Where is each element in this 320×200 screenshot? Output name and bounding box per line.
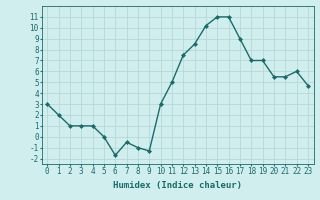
X-axis label: Humidex (Indice chaleur): Humidex (Indice chaleur) [113, 181, 242, 190]
